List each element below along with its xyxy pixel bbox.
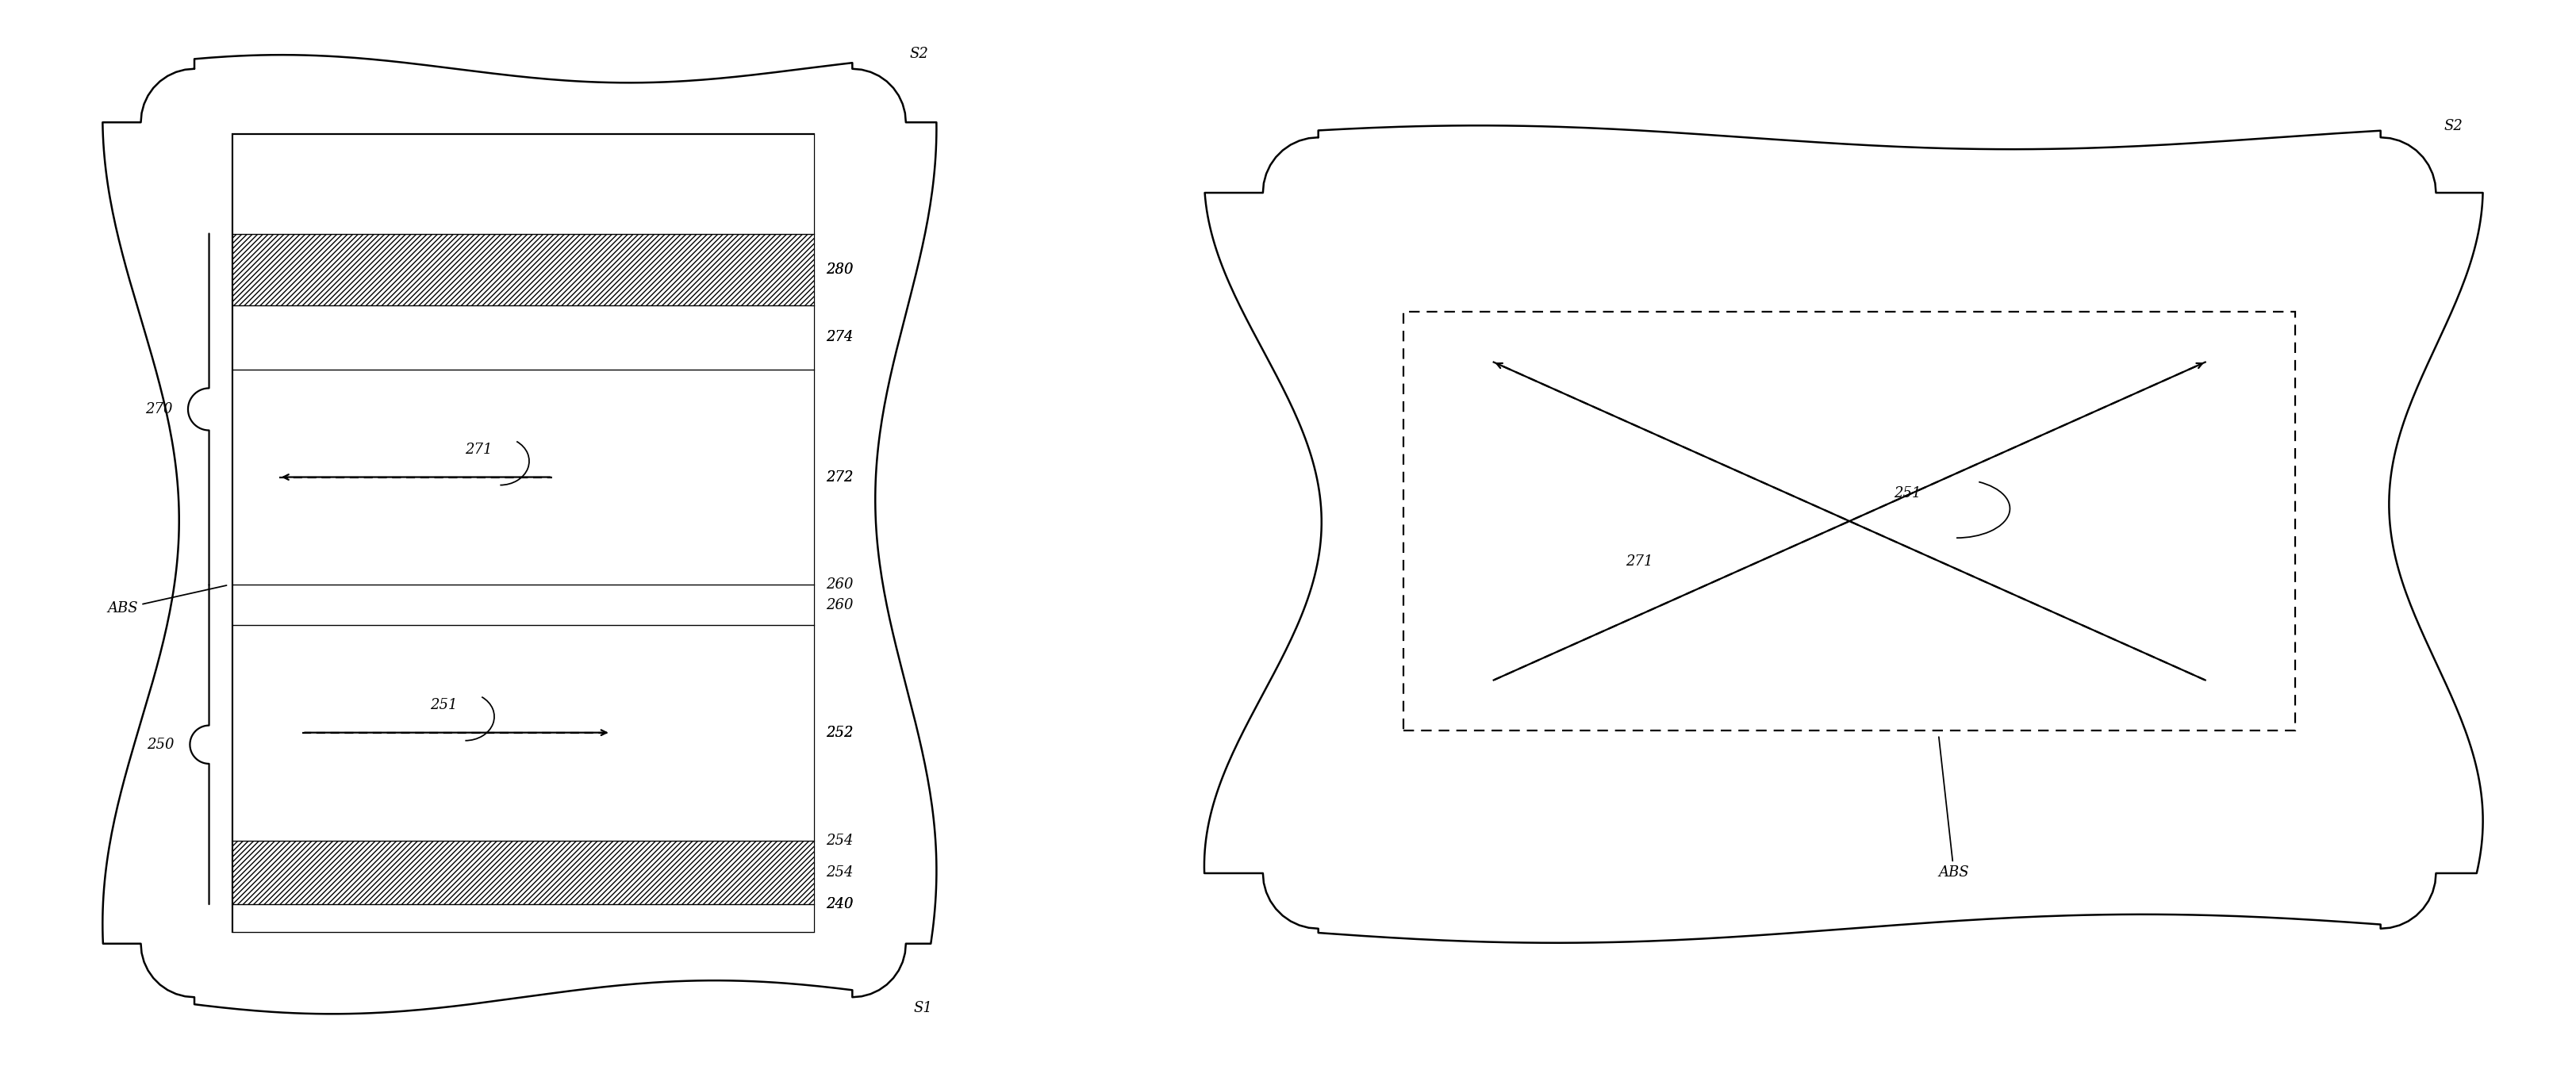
Text: 280: 280 <box>824 262 853 277</box>
Text: 272: 272 <box>824 470 853 484</box>
Bar <box>1404 311 2295 731</box>
Bar <box>232 585 814 625</box>
Bar <box>232 840 814 904</box>
Text: 274: 274 <box>824 330 853 344</box>
Text: S2: S2 <box>2442 119 2463 133</box>
Text: S2: S2 <box>909 47 927 61</box>
Bar <box>232 625 814 840</box>
Text: 254: 254 <box>824 834 853 847</box>
Text: 251: 251 <box>1893 486 1922 500</box>
Text: 251: 251 <box>430 698 459 713</box>
Text: 274: 274 <box>824 330 853 344</box>
Bar <box>232 233 814 306</box>
Text: 271: 271 <box>1625 554 1654 569</box>
Text: 280: 280 <box>824 262 853 277</box>
Text: S1: S1 <box>914 1001 933 1016</box>
Text: 271: 271 <box>466 442 492 457</box>
Bar <box>232 904 814 932</box>
Text: 252: 252 <box>824 726 853 740</box>
Text: 240: 240 <box>824 898 853 911</box>
Bar <box>232 134 814 932</box>
Bar <box>232 306 814 369</box>
Text: 252: 252 <box>824 726 853 740</box>
Bar <box>232 369 814 585</box>
Text: 254: 254 <box>824 866 853 879</box>
Text: ABS: ABS <box>108 585 227 615</box>
Bar <box>232 134 814 233</box>
Text: 270: 270 <box>144 402 173 417</box>
Text: 260: 260 <box>824 598 853 612</box>
Text: 240: 240 <box>824 898 853 911</box>
Text: 260: 260 <box>824 578 853 592</box>
Text: 250: 250 <box>147 738 175 752</box>
Text: ABS: ABS <box>1937 737 1968 879</box>
Text: 272: 272 <box>824 470 853 484</box>
